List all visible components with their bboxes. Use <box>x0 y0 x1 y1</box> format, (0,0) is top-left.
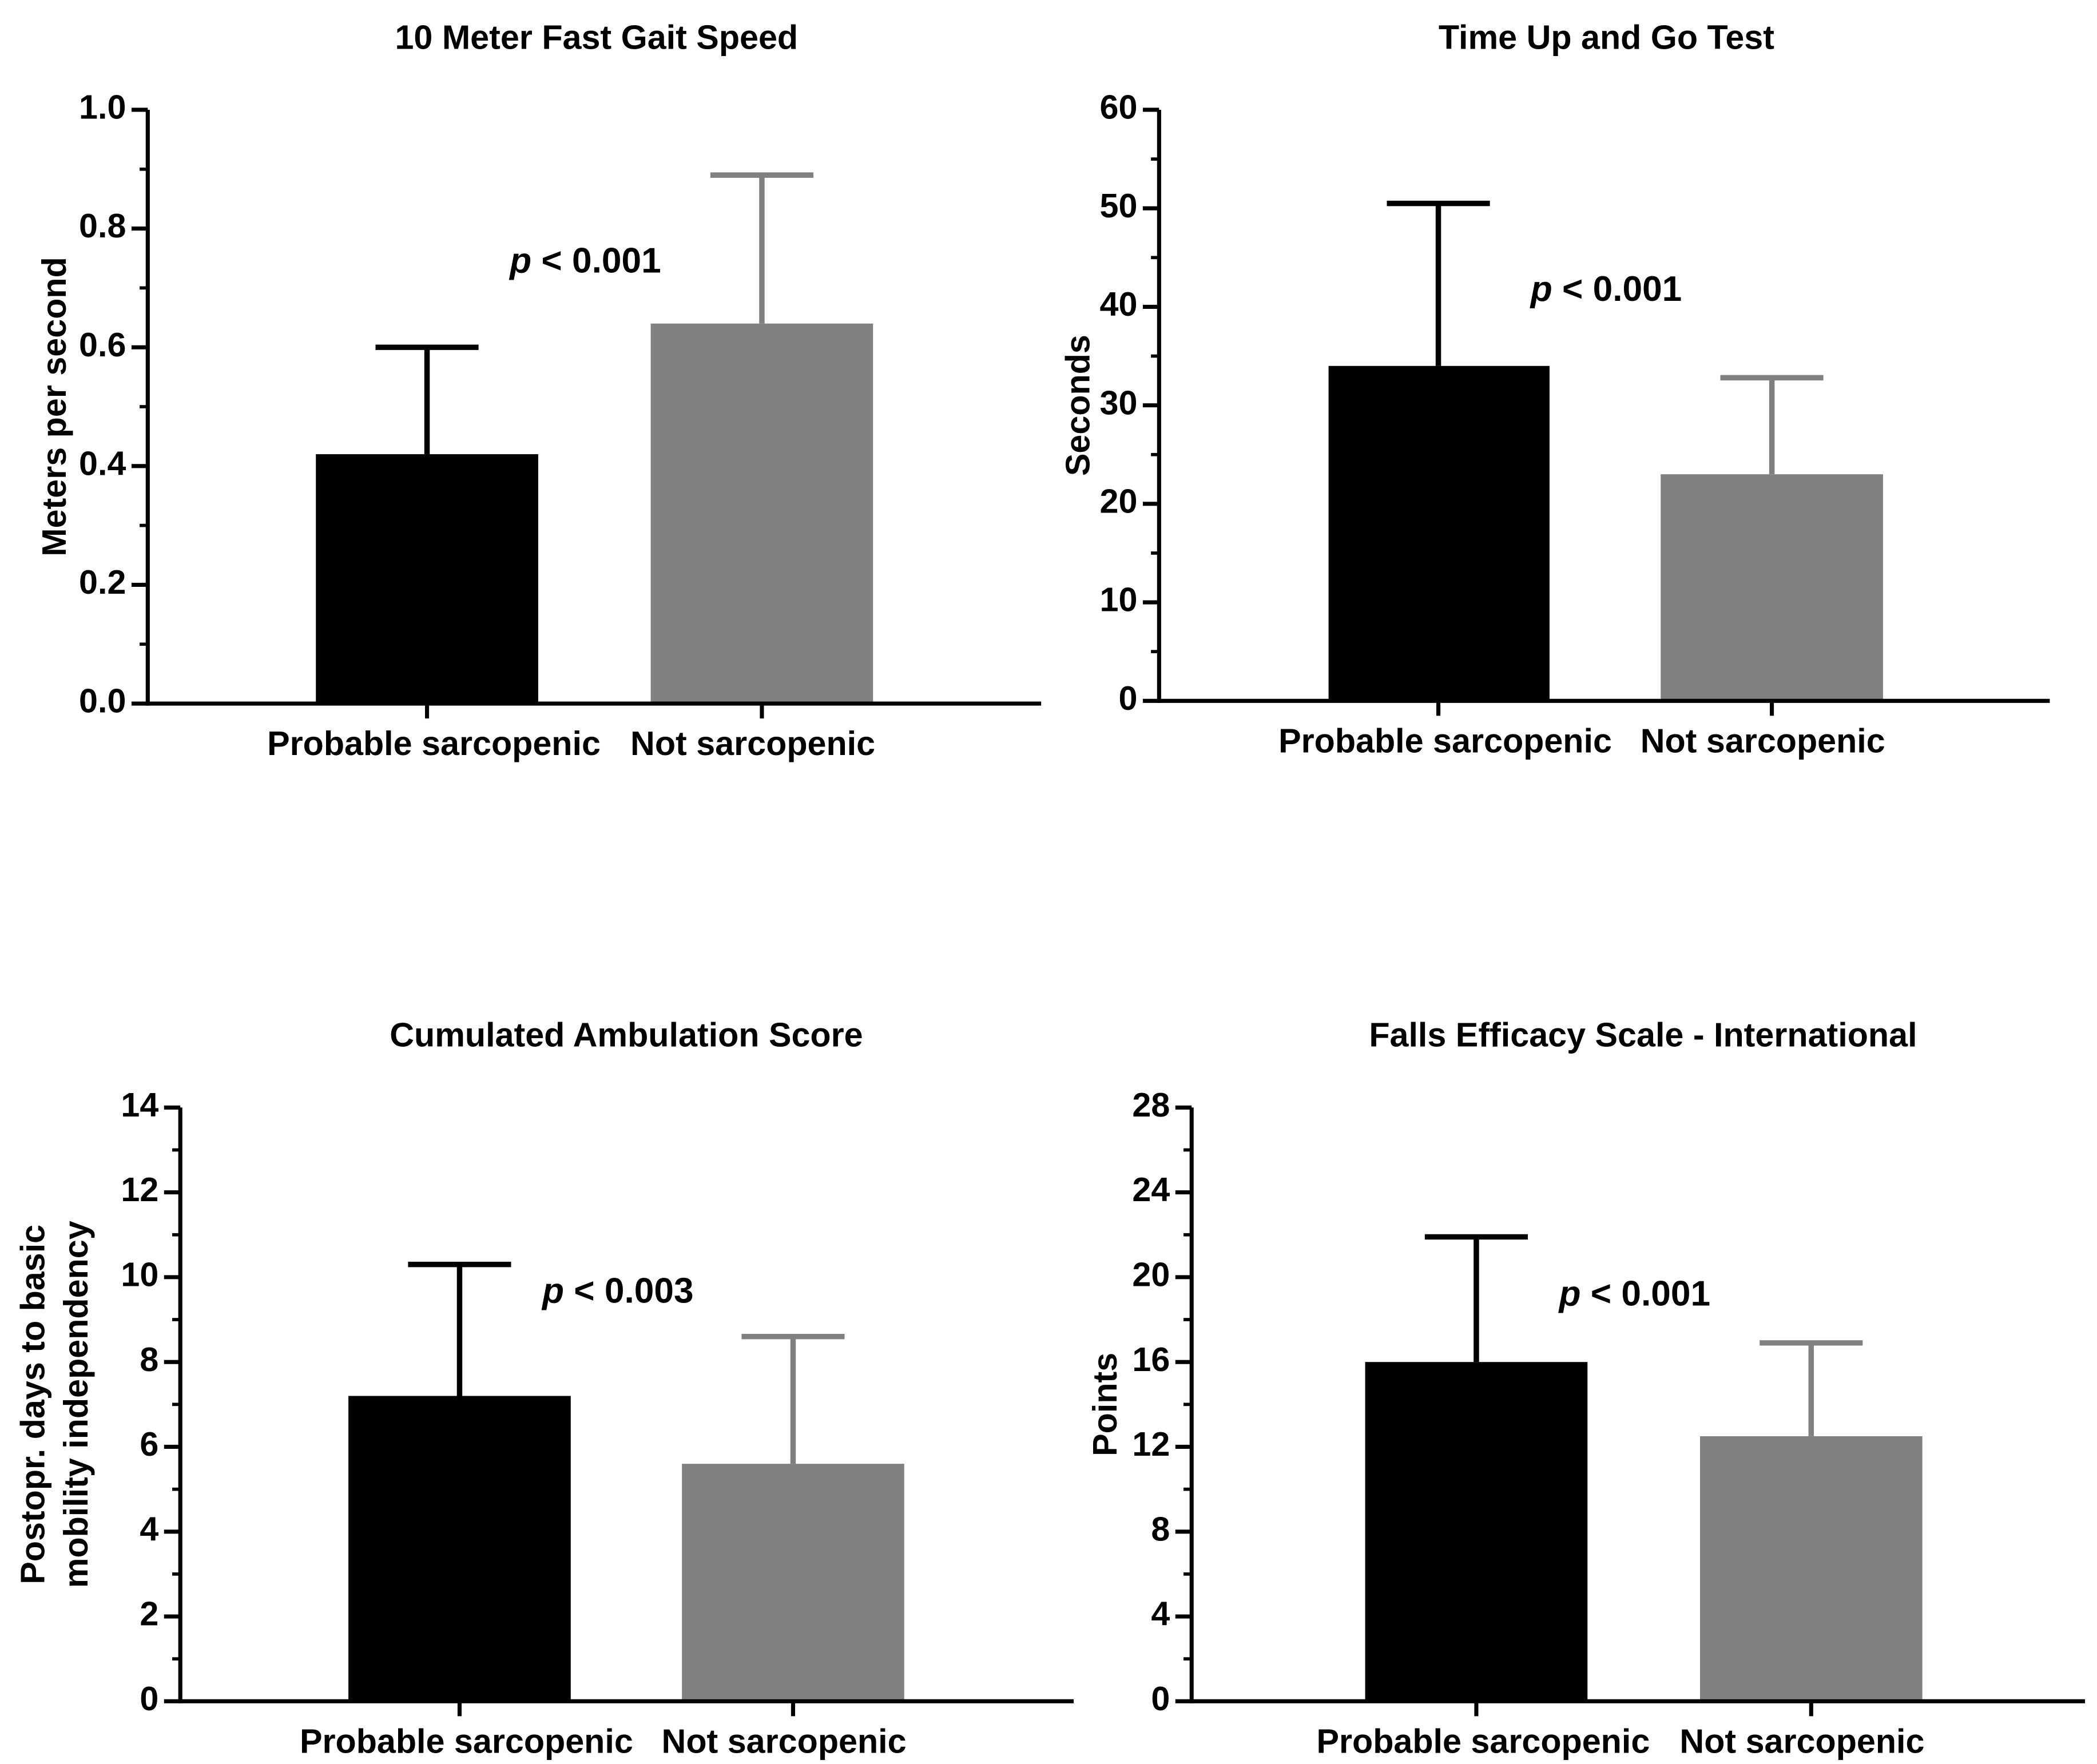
p-value-text: < 0.003 <box>564 1272 694 1311</box>
y-tick-label: 4 <box>140 1509 158 1548</box>
chart-title: Falls Efficacy Scale - International <box>1369 1016 1917 1054</box>
chart-panel-4: Falls Efficacy Scale - International Poin… <box>1086 1016 2086 1760</box>
y-tick-label: 0.2 <box>79 563 126 601</box>
bar-not-sarcopenic <box>650 323 873 704</box>
chart-panel-3: Cumulated Ambulation Score Postopr. days … <box>13 1016 1074 1760</box>
chart-title: Time Up and Go Test <box>1439 18 1774 56</box>
chart-panel-1: 10 Meter Fast Gait Speed Meters per secon… <box>35 18 1042 762</box>
y-tick-label: 8 <box>140 1340 158 1378</box>
x-tick-label: Not sarcopenic <box>630 724 875 762</box>
y-tick-label: 8 <box>1151 1509 1170 1548</box>
bar-probable-sarcopenic <box>1365 1362 1588 1702</box>
y-tick-label: 12 <box>121 1170 158 1209</box>
bar-not-sarcopenic <box>1661 474 1883 701</box>
x-tick-label: Probable sarcopenic <box>300 1722 633 1760</box>
y-axis-label: Points <box>1086 1353 1124 1456</box>
chart-panel-2: Time Up and Go Test Seconds 0 10 20 30 40 50 60 P… <box>1059 18 2050 760</box>
y-tick-label: 16 <box>1132 1340 1170 1378</box>
y-tick-label: 20 <box>1100 482 1138 521</box>
y-tick-label: 30 <box>1100 383 1138 422</box>
y-tick-label: 12 <box>1132 1425 1170 1463</box>
y-tick-label: 2 <box>140 1595 158 1633</box>
bar-not-sarcopenic <box>1699 1436 1923 1702</box>
p-value-text: < 0.001 <box>1552 269 1682 309</box>
y-tick-label: 4 <box>1151 1595 1170 1633</box>
y-tick-label: 10 <box>1100 581 1138 619</box>
p-value-symbol: p <box>541 1272 564 1311</box>
y-tick-label: 14 <box>121 1086 158 1124</box>
x-tick-label: Not sarcopenic <box>662 1722 907 1760</box>
y-tick-label: 20 <box>1132 1256 1170 1294</box>
y-tick-label: 6 <box>140 1425 158 1463</box>
y-axis-label: Postopr. days to basic <box>13 1225 51 1584</box>
p-value-annotation: p < 0.003 <box>541 1272 694 1311</box>
p-value-symbol: p <box>1558 1274 1581 1313</box>
x-tick-label: Not sarcopenic <box>1679 1722 1924 1760</box>
y-tick-label: 24 <box>1132 1170 1170 1209</box>
p-value-symbol: p <box>1530 269 1552 309</box>
y-axis-label: Meters per second <box>35 257 73 557</box>
y-tick-label: 0 <box>1151 1679 1170 1718</box>
y-tick-label: 60 <box>1100 88 1138 126</box>
bar-probable-sarcopenic <box>348 1396 571 1702</box>
bar-not-sarcopenic <box>682 1464 904 1702</box>
bar-probable-sarcopenic <box>1328 365 1550 701</box>
p-value-annotation: p < 0.001 <box>1558 1274 1711 1313</box>
y-tick-label: 0.8 <box>79 206 126 245</box>
x-tick-label: Probable sarcopenic <box>1316 1722 1650 1760</box>
bar-probable-sarcopenic <box>316 454 538 704</box>
p-value-text: < 0.001 <box>1581 1274 1711 1313</box>
chart-title: 10 Meter Fast Gait Speed <box>395 18 798 56</box>
x-tick-label: Not sarcopenic <box>1641 721 1885 760</box>
y-tick-label: 0.6 <box>79 325 126 364</box>
y-tick-label: 1.0 <box>79 88 126 126</box>
y-tick-label: 0.0 <box>79 682 126 720</box>
y-axis-label: mobility independency <box>57 1221 95 1588</box>
y-tick-label: 28 <box>1132 1086 1170 1124</box>
y-axis-label: Seconds <box>1059 335 1097 476</box>
y-tick-label: 0 <box>1118 679 1137 717</box>
x-tick-label: Probable sarcopenic <box>1278 721 1612 760</box>
p-value-text: < 0.001 <box>531 241 661 280</box>
p-value-annotation: p < 0.001 <box>1530 269 1682 309</box>
p-value-annotation: p < 0.001 <box>509 241 661 280</box>
y-tick-label: 40 <box>1100 285 1138 323</box>
y-tick-label: 0.4 <box>79 444 126 482</box>
y-tick-label: 10 <box>121 1256 158 1294</box>
p-value-symbol: p <box>509 241 531 280</box>
y-tick-label: 0 <box>140 1679 158 1718</box>
chart-title: Cumulated Ambulation Score <box>390 1016 863 1054</box>
y-tick-label: 50 <box>1100 186 1138 225</box>
x-tick-label: Probable sarcopenic <box>267 724 601 762</box>
